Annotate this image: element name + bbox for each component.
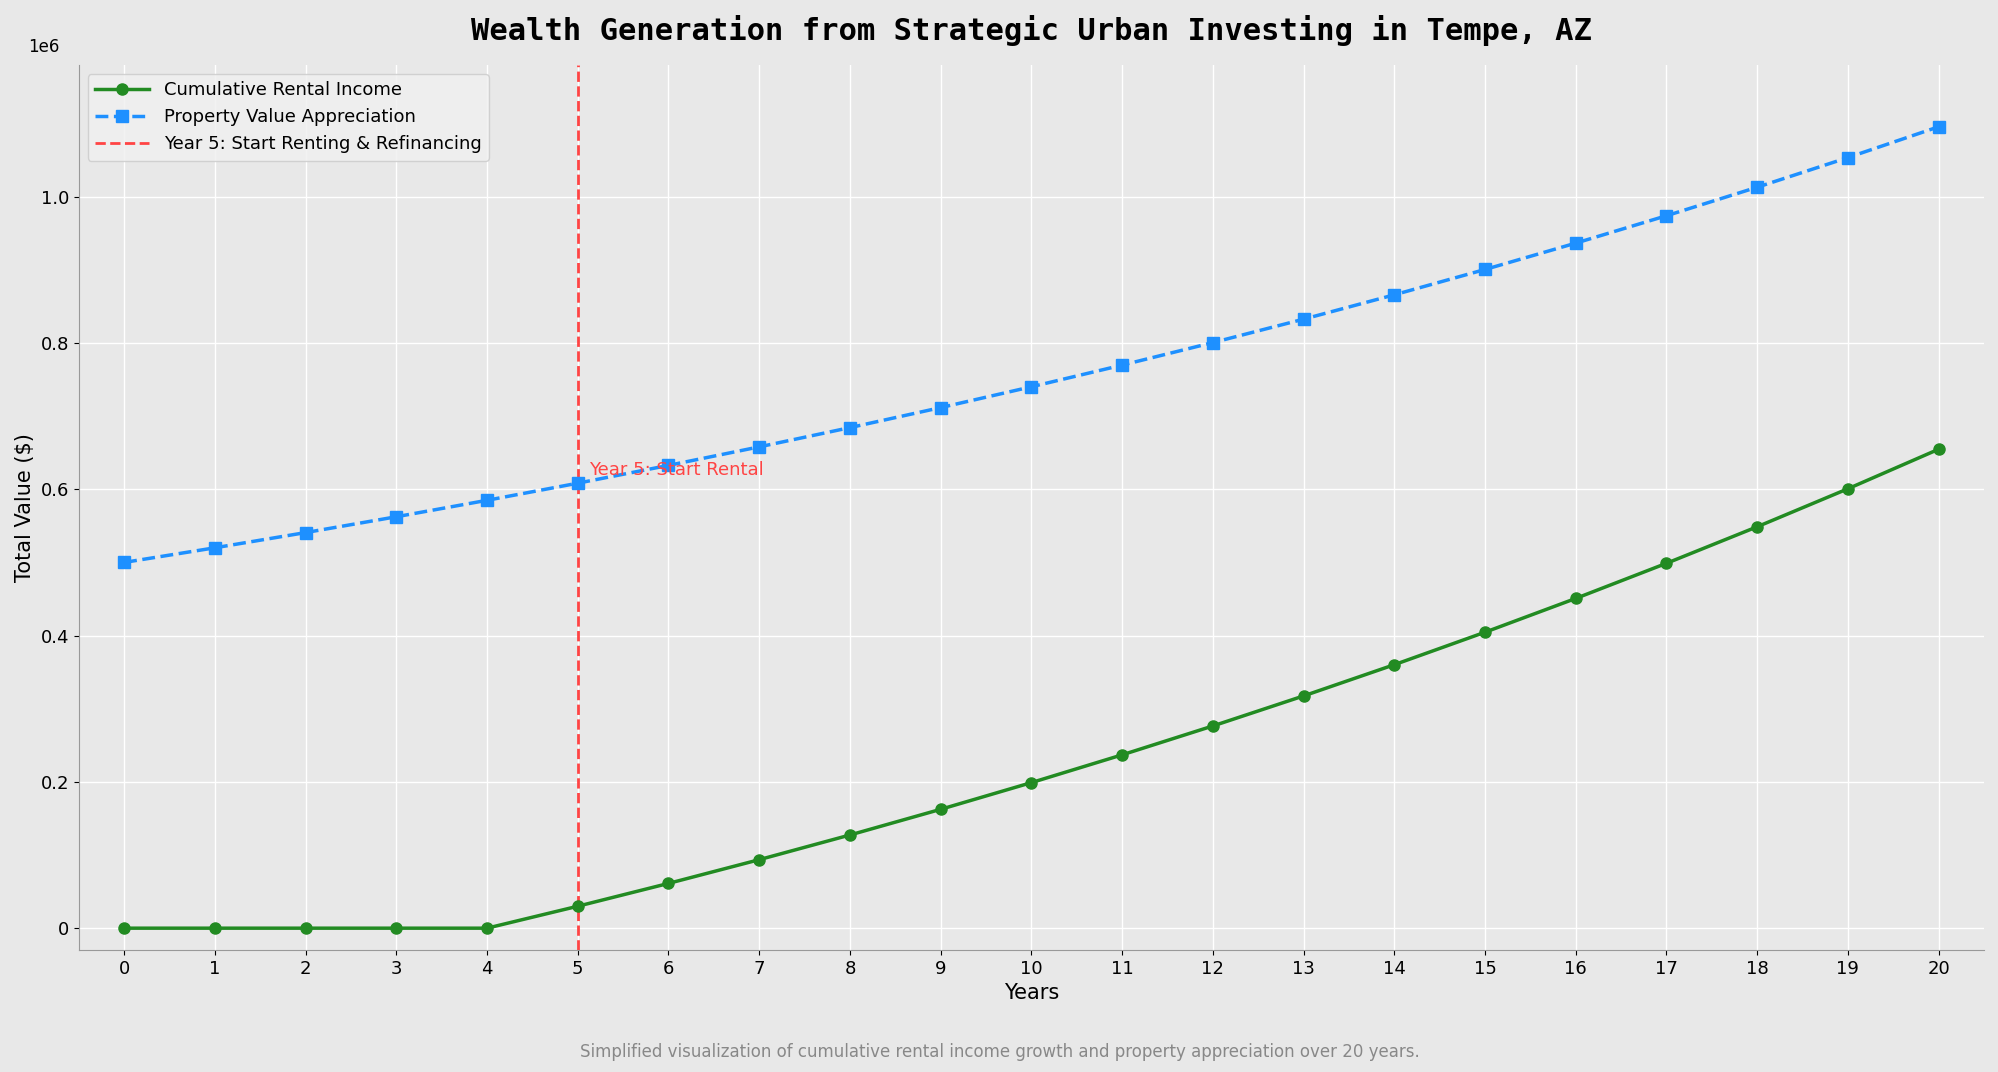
- Cumulative Rental Income: [1109, 748, 1133, 761]
- Cumulative Rental Income: [112, 922, 136, 935]
- Property Value Appreciation: [1473, 263, 1497, 276]
- Property Value Appreciation: [112, 556, 136, 569]
- Cumulative Rental Income: [1473, 626, 1497, 639]
- Property Value Appreciation: [655, 459, 679, 472]
- Text: 1e6: 1e6: [28, 39, 60, 56]
- Cumulative Rental Income: [476, 922, 500, 935]
- Cumulative Rental Income: [747, 853, 771, 866]
- Cumulative Rental Income: [837, 829, 861, 842]
- Property Value Appreciation: [1201, 337, 1225, 349]
- Cumulative Rental Income: [294, 922, 318, 935]
- Property Value Appreciation: [1381, 288, 1405, 301]
- Property Value Appreciation: [1109, 359, 1133, 372]
- Property Value Appreciation: [384, 510, 408, 523]
- Cumulative Rental Income: [1381, 658, 1405, 671]
- Year 5: Start Renting & Refinancing: (5, 1): Start Renting & Refinancing: (5, 1): [565, 922, 589, 935]
- Property Value Appreciation: [929, 401, 953, 414]
- Property Value Appreciation: [476, 494, 500, 507]
- Cumulative Rental Income: [929, 803, 953, 816]
- X-axis label: Years: Years: [1003, 983, 1059, 1003]
- Line: Cumulative Rental Income: Cumulative Rental Income: [118, 444, 1944, 934]
- Cumulative Rental Income: [655, 877, 679, 890]
- Cumulative Rental Income: [1201, 719, 1225, 732]
- Title: Wealth Generation from Strategic Urban Investing in Tempe, AZ: Wealth Generation from Strategic Urban I…: [472, 15, 1590, 46]
- Property Value Appreciation: [202, 541, 226, 554]
- Property Value Appreciation: [1834, 151, 1858, 164]
- Cumulative Rental Income: [565, 899, 589, 912]
- Property Value Appreciation: [294, 526, 318, 539]
- Property Value Appreciation: [1926, 120, 1950, 133]
- Cumulative Rental Income: [1834, 482, 1858, 495]
- Text: Year 5: Start Rental: Year 5: Start Rental: [587, 461, 763, 478]
- Cumulative Rental Income: [1019, 776, 1043, 789]
- Property Value Appreciation: [1744, 181, 1768, 194]
- Property Value Appreciation: [1019, 381, 1043, 393]
- Cumulative Rental Income: [1562, 592, 1586, 605]
- Year 5: Start Renting & Refinancing: (5, 0): Start Renting & Refinancing: (5, 0): [565, 922, 589, 935]
- Y-axis label: Total Value ($): Total Value ($): [16, 433, 36, 582]
- Property Value Appreciation: [1654, 209, 1678, 222]
- Cumulative Rental Income: [1291, 689, 1315, 702]
- Cumulative Rental Income: [1926, 443, 1950, 456]
- Property Value Appreciation: [565, 477, 589, 490]
- Legend: Cumulative Rental Income, Property Value Appreciation, Year 5: Start Renting & R: Cumulative Rental Income, Property Value…: [88, 74, 488, 161]
- Property Value Appreciation: [1562, 237, 1586, 250]
- Text: Simplified visualization of cumulative rental income growth and property appreci: Simplified visualization of cumulative r…: [579, 1043, 1419, 1061]
- Cumulative Rental Income: [1654, 556, 1678, 569]
- Cumulative Rental Income: [1744, 520, 1768, 533]
- Line: Property Value Appreciation: Property Value Appreciation: [118, 121, 1944, 568]
- Property Value Appreciation: [1291, 313, 1315, 326]
- Property Value Appreciation: [837, 421, 861, 434]
- Cumulative Rental Income: [384, 922, 408, 935]
- Property Value Appreciation: [747, 441, 771, 453]
- Cumulative Rental Income: [202, 922, 226, 935]
